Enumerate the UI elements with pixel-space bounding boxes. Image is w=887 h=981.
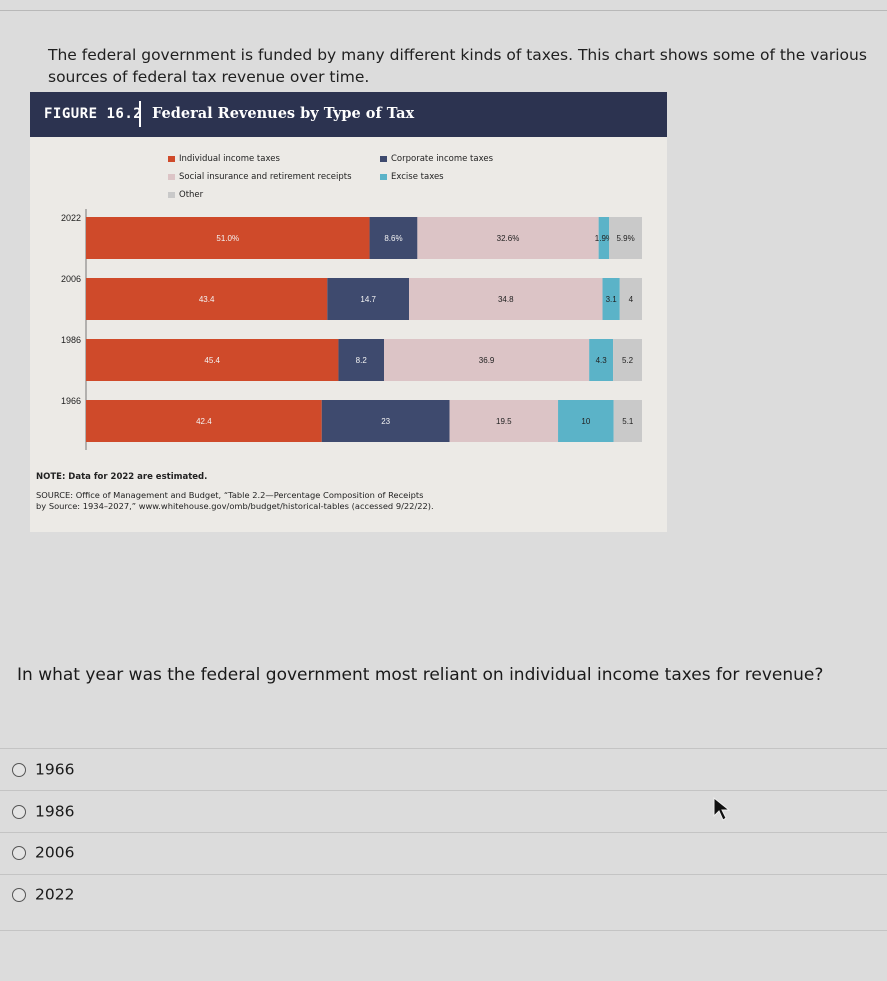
bar-segment: [619, 278, 642, 320]
bar-segment: [369, 217, 418, 259]
bar-segment: [409, 278, 603, 320]
radio-button[interactable]: [12, 845, 26, 860]
option-divider: [0, 832, 887, 833]
bar-value-label: 4: [629, 295, 634, 304]
stacked-bar-chart: 2022 51.0% 8.6% 32.6% 1.9% 5.9% 2006 43.4 14.7 34…: [61, 209, 642, 450]
bar-segment: [613, 339, 642, 381]
radio-button[interactable]: [12, 887, 26, 902]
option-2022[interactable]: 2022: [12, 885, 74, 904]
bar-value-label: 36.9: [479, 356, 495, 365]
bar-value-label: 43.4: [199, 295, 215, 304]
bar-segment: [609, 217, 642, 259]
bar-value-label: 23: [381, 417, 390, 426]
category-label: 1966: [61, 396, 81, 406]
option-divider: [0, 790, 887, 791]
bar-segment: [558, 400, 614, 442]
bar-value-label: 32.6%: [497, 234, 520, 243]
legend-swatch-individual: [168, 155, 175, 162]
bar-value-label: 5.9%: [616, 234, 634, 243]
legend-label: Social insurance and retirement receipts: [179, 172, 352, 182]
option-label: 2022: [35, 885, 75, 904]
legend-label: Corporate income taxes: [391, 154, 493, 164]
bar-value-label: 5.2: [622, 356, 634, 365]
bar-segment: [417, 217, 599, 259]
legend-item: Corporate income taxes: [380, 154, 493, 164]
bar-value-label: 19.5: [496, 417, 512, 426]
radio-button[interactable]: [12, 804, 26, 819]
option-label: 1986: [35, 802, 75, 821]
option-1986[interactable]: 1986: [12, 802, 74, 821]
legend-label: Excise taxes: [391, 172, 444, 182]
bar-segment: [602, 278, 620, 320]
legend-label: Individual income taxes: [179, 154, 280, 164]
category-label: 1986: [61, 335, 81, 345]
figure-source: SOURCE: Office of Management and Budget,…: [36, 490, 656, 512]
bar-segment: [86, 217, 370, 259]
bar-value-label: 8.2: [356, 356, 368, 365]
bar-segment: [327, 278, 410, 320]
legend-swatch-corporate: [380, 155, 387, 162]
bar-value-label: 45.4: [204, 356, 220, 365]
legend-swatch-social: [168, 173, 175, 180]
source-line-1: SOURCE: Office of Management and Budget,…: [36, 490, 424, 500]
bar-value-label: 34.8: [498, 295, 514, 304]
legend-swatch-excise: [380, 173, 387, 180]
bar-segment: [86, 400, 322, 442]
bar-value-label: 4.3: [596, 356, 608, 365]
option-divider: [0, 874, 887, 875]
bar-value-label: 51.0%: [216, 234, 239, 243]
option-label: 1966: [35, 760, 75, 779]
bar-value-label: 42.4: [196, 417, 212, 426]
bar-segment: [86, 278, 328, 320]
mouse-pointer-icon: [713, 796, 731, 821]
bar-segment: [321, 400, 450, 442]
figure-header: FIGURE 16.2 Federal Revenues by Type of …: [30, 92, 667, 137]
option-1966[interactable]: 1966: [12, 760, 74, 779]
bar-value-label: 1.9%: [595, 234, 613, 243]
figure-title: Federal Revenues by Type of Tax: [152, 105, 415, 122]
legend-item: Social insurance and retirement receipts: [168, 172, 352, 182]
option-label: 2006: [35, 843, 75, 862]
intro-text: The federal government is funded by many…: [48, 46, 867, 86]
top-divider: [0, 10, 887, 11]
legend-item: Individual income taxes: [168, 154, 280, 164]
option-2006[interactable]: 2006: [12, 843, 74, 862]
bar-value-label: 14.7: [360, 295, 376, 304]
figure-note: NOTE: Data for 2022 are estimated.: [36, 472, 208, 482]
bar-value-label: 3.1: [606, 295, 618, 304]
bar-segment: [384, 339, 590, 381]
bar-value-label: 10: [581, 417, 590, 426]
bar-segment: [613, 400, 642, 442]
legend-item: Other: [168, 190, 203, 200]
legend-label: Other: [179, 190, 204, 200]
bar-value-label: 8.6%: [384, 234, 402, 243]
figure-header-separator: [139, 101, 141, 127]
category-label: 2022: [61, 213, 81, 223]
bar-segment: [589, 339, 614, 381]
figure-number: FIGURE 16.2: [44, 106, 143, 122]
option-divider: [0, 930, 887, 931]
bar-segment: [86, 339, 339, 381]
category-label: 2006: [61, 274, 81, 284]
bar-segment: [598, 217, 610, 259]
option-divider: [0, 748, 887, 749]
bar-segment: [338, 339, 385, 381]
legend-item: Excise taxes: [380, 172, 444, 182]
figure-panel: FIGURE 16.2 Federal Revenues by Type of …: [30, 92, 667, 532]
question-text: In what year was the federal government …: [17, 665, 824, 685]
source-line-2: by Source: 1934–2027,” www.whitehouse.go…: [36, 501, 434, 511]
chart-legend: Individual income taxes Corporate income…: [30, 92, 667, 212]
bar-segment: [449, 400, 559, 442]
bar-value-label: 5.1: [622, 417, 634, 426]
legend-swatch-other: [168, 191, 175, 198]
radio-button[interactable]: [12, 762, 26, 777]
